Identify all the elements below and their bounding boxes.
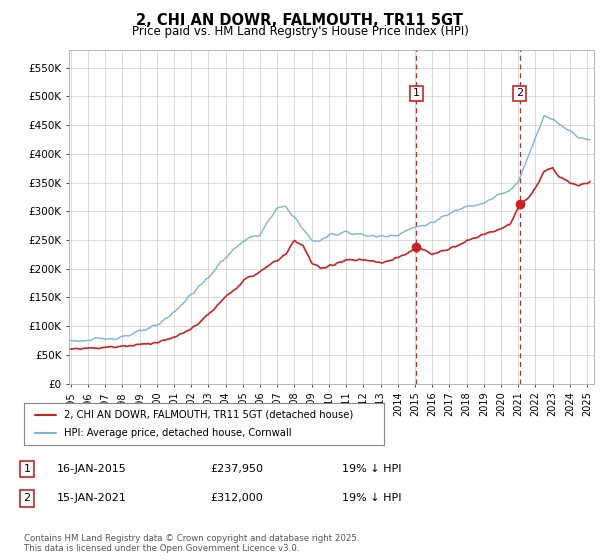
Text: 15-JAN-2021: 15-JAN-2021 [57, 493, 127, 503]
Text: 19% ↓ HPI: 19% ↓ HPI [342, 493, 401, 503]
Text: 2, CHI AN DOWR, FALMOUTH, TR11 5GT: 2, CHI AN DOWR, FALMOUTH, TR11 5GT [137, 13, 464, 29]
Text: 1: 1 [23, 464, 31, 474]
Text: 19% ↓ HPI: 19% ↓ HPI [342, 464, 401, 474]
Text: Price paid vs. HM Land Registry's House Price Index (HPI): Price paid vs. HM Land Registry's House … [131, 25, 469, 38]
Text: 1: 1 [413, 88, 420, 99]
Text: Contains HM Land Registry data © Crown copyright and database right 2025.
This d: Contains HM Land Registry data © Crown c… [24, 534, 359, 553]
Text: 2: 2 [516, 88, 523, 99]
Text: £312,000: £312,000 [210, 493, 263, 503]
Text: HPI: Average price, detached house, Cornwall: HPI: Average price, detached house, Corn… [64, 428, 291, 438]
Text: 2, CHI AN DOWR, FALMOUTH, TR11 5GT (detached house): 2, CHI AN DOWR, FALMOUTH, TR11 5GT (deta… [64, 410, 353, 420]
Text: £237,950: £237,950 [210, 464, 263, 474]
Text: 2: 2 [23, 493, 31, 503]
Text: 16-JAN-2015: 16-JAN-2015 [57, 464, 127, 474]
